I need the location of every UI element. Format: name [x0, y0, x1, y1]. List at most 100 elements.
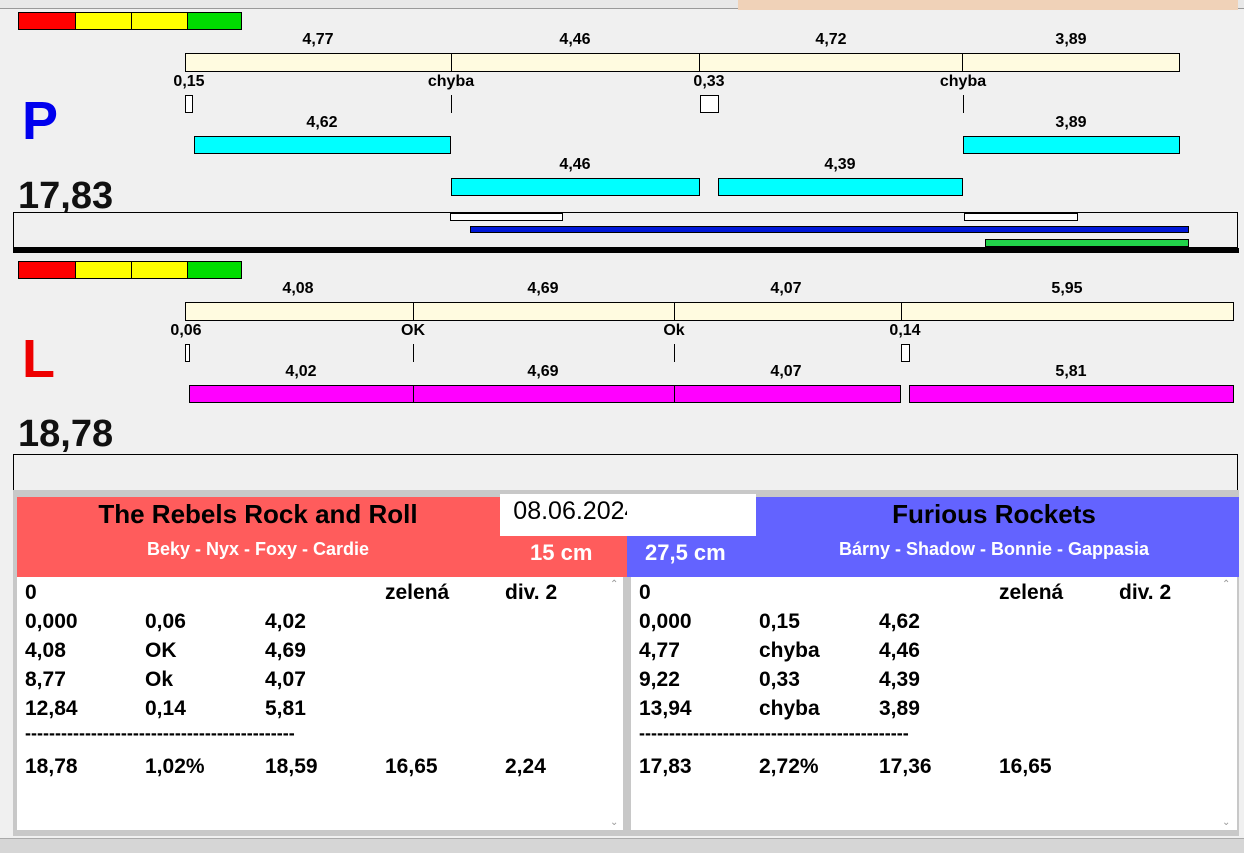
team-right-members: Bárny - Shadow - Bonnie - Gappasia — [838, 539, 1150, 559]
timeline-bar-l — [185, 302, 1234, 321]
bottom-bar — [0, 838, 1244, 853]
cell: 4,77 — [639, 639, 680, 662]
cell: 9,22 — [639, 668, 680, 691]
cell: 16,65 — [385, 755, 438, 778]
exchange-mark: chyba — [427, 73, 475, 90]
progress-line-blue — [470, 226, 1189, 233]
cell: 12,84 — [25, 697, 78, 720]
dog-bar — [963, 136, 1180, 154]
dog-bar — [451, 178, 700, 196]
table-row: 4,77 chyba 4,46 — [631, 639, 1237, 665]
exchange-mark: 0,14 — [889, 322, 921, 339]
exchange-mark: 0,06 — [170, 322, 202, 339]
dog-time: 4,02 — [285, 363, 317, 380]
table-header-row: 0 zelená div. 2 — [17, 581, 623, 607]
cell: 17,36 — [879, 755, 932, 778]
scroll-down-icon[interactable]: ⌄ — [1222, 817, 1231, 828]
cell: chyba — [759, 639, 820, 662]
scroll-down-icon[interactable]: ⌄ — [610, 817, 619, 828]
separator-row: ----------------------------------------… — [17, 723, 623, 749]
cell: OK — [145, 639, 177, 662]
timestamp-cover — [627, 494, 756, 536]
exchange-indicator — [185, 344, 190, 362]
status-light-bar-l — [18, 261, 242, 279]
split-time: 4,77 — [302, 31, 334, 48]
cell: 17,83 — [639, 755, 692, 778]
exchange-indicator — [185, 95, 193, 113]
dog-time: 5,81 — [1055, 363, 1087, 380]
cell: 5,81 — [265, 697, 306, 720]
track-marker — [450, 213, 563, 221]
timeline-bar-p — [185, 53, 1180, 72]
summary-row: 18,78 1,02% 18,59 16,65 2,24 — [17, 755, 623, 781]
dog-time: 4,69 — [527, 363, 559, 380]
cell: 0,06 — [145, 610, 186, 633]
header-cell: div. 2 — [1119, 581, 1172, 604]
exchange-tick — [451, 95, 452, 113]
top-strip-accent — [738, 0, 1238, 10]
exchange-tick — [413, 344, 414, 362]
cell: 13,94 — [639, 697, 692, 720]
split-time: 4,07 — [770, 280, 802, 297]
split-time: 5,95 — [1051, 280, 1083, 297]
header-cell: zelená — [385, 581, 450, 604]
cell: 0,14 — [145, 697, 186, 720]
table-row: 0,000 0,06 4,02 — [17, 610, 623, 636]
cell: 0,000 — [25, 610, 78, 633]
cell: 4,08 — [25, 639, 66, 662]
team-right-name: Furious Rockets — [892, 499, 1096, 529]
scrollbar[interactable]: ⌃ ⌄ — [1219, 577, 1235, 830]
dog-bar — [194, 136, 451, 154]
dog-bar — [909, 385, 1234, 403]
cell: 4,07 — [265, 668, 306, 691]
scrollbar[interactable]: ⌃ ⌄ — [607, 577, 623, 830]
header-cell: 0 — [25, 581, 37, 604]
cell: Ok — [145, 668, 174, 691]
cell: 4,46 — [879, 639, 920, 662]
team-left-name: The Rebels Rock and Roll — [98, 499, 418, 529]
split-time: 3,89 — [1055, 31, 1087, 48]
team-left-panel[interactable]: 0 zelená div. 2 0,000 0,06 4,02 4,08 OK … — [17, 577, 623, 830]
timeline-divider — [674, 302, 675, 321]
table-header-row: 0 zelená div. 2 — [631, 581, 1237, 607]
progress-line-green — [985, 239, 1189, 247]
dog-bar — [718, 178, 963, 196]
team-left-members: Beky - Nyx - Foxy - Cardie — [146, 539, 370, 559]
status-red — [19, 262, 76, 278]
separator: ----------------------------------------… — [639, 723, 909, 743]
cell: 4,62 — [879, 610, 920, 633]
status-yellow — [132, 262, 188, 278]
status-red — [19, 13, 76, 29]
summary-row: 17,83 2,72% 17,36 16,65 — [631, 755, 1237, 781]
table-row: 4,08 OK 4,69 — [17, 639, 623, 665]
exchange-indicator — [700, 95, 719, 113]
cell: 2,72% — [759, 755, 819, 778]
team-right-panel[interactable]: 0 zelená div. 2 0,000 0,15 4,62 4,77 chy… — [631, 577, 1237, 830]
scroll-up-icon[interactable]: ⌃ — [610, 579, 619, 590]
table-row: 8,77 Ok 4,07 — [17, 668, 623, 694]
status-yellow — [76, 13, 132, 29]
cell: 18,78 — [25, 755, 78, 778]
timeline-divider — [699, 53, 700, 72]
cell: 2,24 — [505, 755, 546, 778]
cell: 0,15 — [759, 610, 800, 633]
exchange-tick — [963, 95, 964, 113]
team-left-distance: 15 cm — [530, 540, 593, 565]
dog-time: 4,39 — [824, 156, 856, 173]
status-light-bar-p — [18, 12, 242, 30]
dog-time: 4,07 — [770, 363, 802, 380]
split-time: 4,69 — [527, 280, 559, 297]
dog-time: 4,46 — [559, 156, 591, 173]
separator: ----------------------------------------… — [25, 723, 295, 743]
table-row: 0,000 0,15 4,62 — [631, 610, 1237, 636]
exchange-mark: 0,33 — [693, 73, 725, 90]
timeline-divider — [413, 302, 414, 321]
timeline-divider — [901, 302, 902, 321]
cell: 0,000 — [639, 610, 692, 633]
header-cell: div. 2 — [505, 581, 558, 604]
cell: 1,02% — [145, 755, 205, 778]
header-cell: 0 — [639, 581, 651, 604]
header-cell: zelená — [999, 581, 1064, 604]
scroll-up-icon[interactable]: ⌃ — [1222, 579, 1231, 590]
separator-row: ----------------------------------------… — [631, 723, 1237, 749]
